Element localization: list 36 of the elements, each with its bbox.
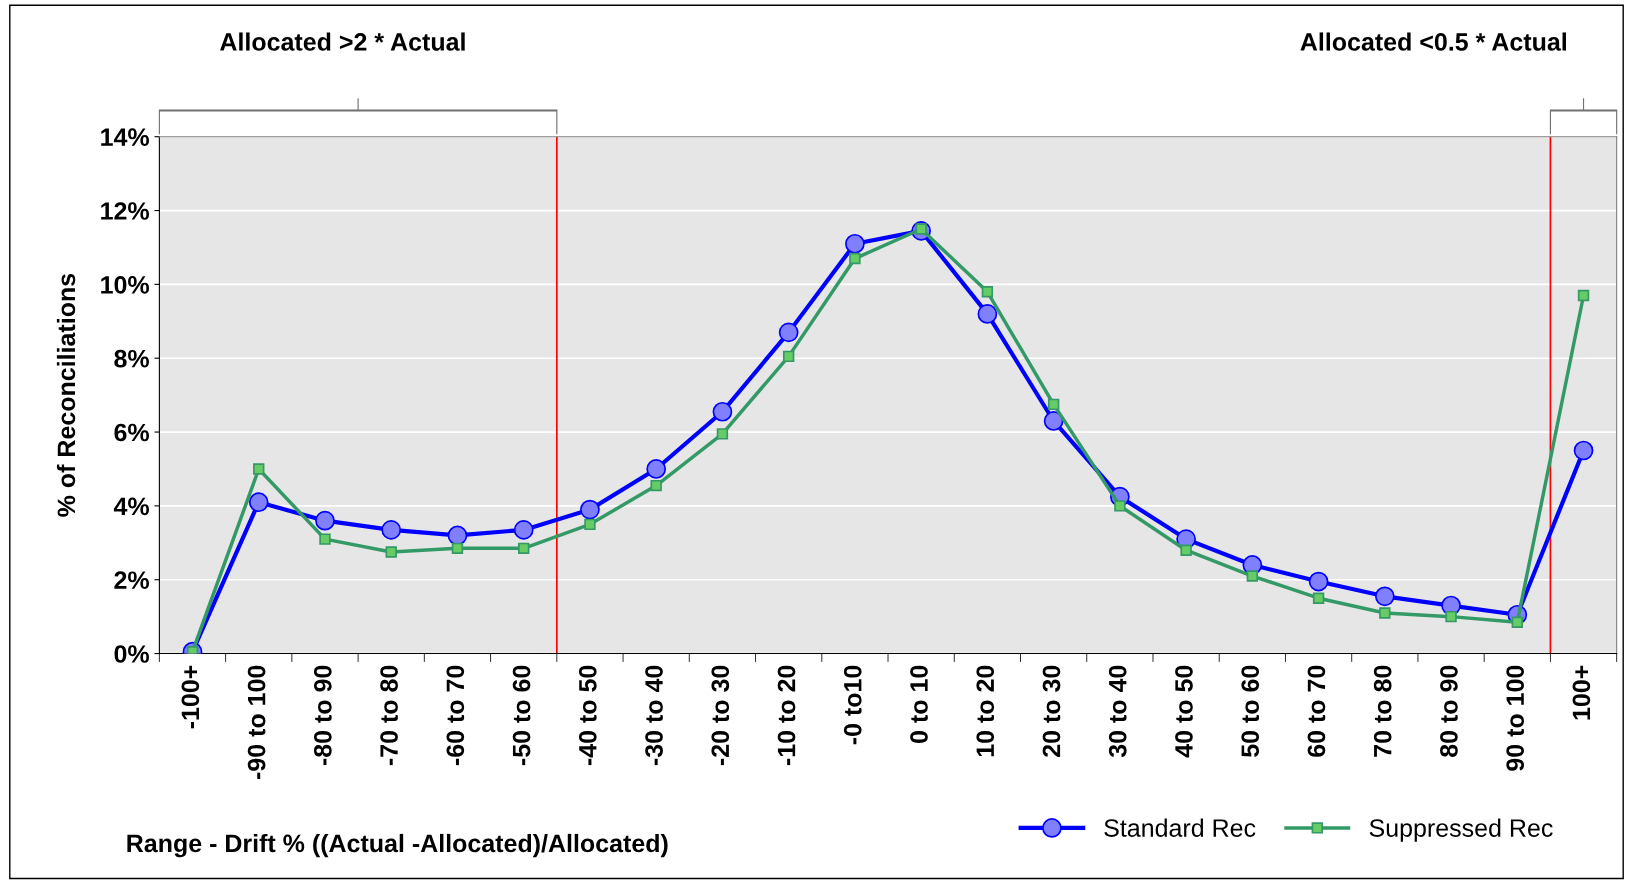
x-tick-label: -10 to 20 <box>777 665 796 766</box>
x-tick-label: -50 to 60 <box>512 665 531 766</box>
y-tick-label: 14% <box>101 128 149 146</box>
y-tick-label: 8% <box>114 349 149 368</box>
x-tick-label: 0 to 10 <box>910 665 928 743</box>
text: Allocated >2 * Actual <box>220 32 465 51</box>
text: Allocated <0.5 * Actual <box>1300 32 1566 51</box>
x-tick-label: -90 to 100 <box>247 665 266 780</box>
x-tick-label: 60 to 70 <box>1307 665 1326 757</box>
x-tick-label: 70 to 80 <box>1373 665 1392 757</box>
x-tick-label: -60 to 70 <box>446 665 465 766</box>
y-axis-title: % of Reconciliations <box>56 273 76 517</box>
x-tick-label: -20 to 30 <box>711 665 730 766</box>
x-tick-label: -80 to 90 <box>313 665 332 766</box>
y-tick-label: 0% <box>114 645 149 663</box>
y-tick-label: 4% <box>113 497 149 516</box>
x-tick-label: 50 to 60 <box>1241 665 1260 757</box>
x-tick-label: 20 to 30 <box>1042 665 1061 757</box>
x-tick-label: 80 to 90 <box>1440 665 1458 757</box>
y-tick-label: 10% <box>101 275 149 294</box>
x-tick-label: 10 to 20 <box>976 665 995 757</box>
x-tick-label: -100+ <box>181 665 200 729</box>
y-tick-label: 6% <box>114 423 149 442</box>
x-tick-label: -0 to10 <box>843 665 862 745</box>
x-axis-title: Range - Drift % ((Actual -Allocated)/Allocated) <box>127 833 668 858</box>
x-tick-label: -40 to 50 <box>578 665 597 766</box>
y-tick-label: 12% <box>101 202 149 220</box>
legend-label: Standard Rec <box>1104 818 1256 837</box>
y-tick-label: 2% <box>114 571 149 589</box>
x-tick-label: -30 to 40 <box>645 665 663 766</box>
x-tick-label: 100+ <box>1572 665 1591 720</box>
x-tick-label: 90 to 100 <box>1506 665 1525 771</box>
x-tick-label: 30 to 40 <box>1108 665 1127 758</box>
legend-label: Suppressed Rec <box>1369 818 1553 842</box>
x-tick-label: -70 to 80 <box>380 665 398 766</box>
x-tick-label: 40 to 50 <box>1175 665 1193 758</box>
